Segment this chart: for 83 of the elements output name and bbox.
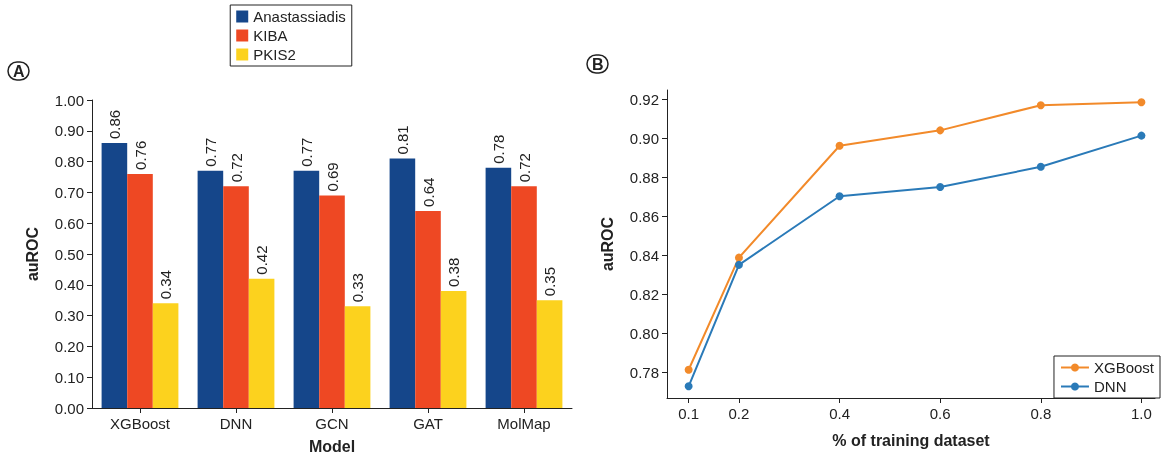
x-tick-label: DNN (219, 415, 253, 432)
y-tick-label: 0.10 (54, 368, 84, 386)
point (734, 253, 743, 262)
legend-label: XGBoost (1093, 359, 1155, 376)
point (684, 382, 693, 391)
bar (440, 290, 467, 408)
x-tick-label: 0.8 (1030, 405, 1052, 422)
point (936, 183, 945, 192)
y-tick-label: 0.70 (54, 183, 84, 201)
data-label: 0.38 (445, 257, 463, 287)
chart-title: A (13, 62, 25, 80)
data-label: 0.42 (253, 245, 271, 275)
x-tick-label: 0.4 (829, 405, 850, 422)
point (835, 192, 844, 201)
legend-label: PKIS2 (253, 46, 296, 63)
x-tick-label: 0.2 (728, 405, 750, 422)
data-label: 0.72 (227, 153, 245, 183)
bar (152, 303, 179, 408)
bar (197, 170, 224, 408)
point (936, 126, 945, 135)
bar (389, 158, 416, 408)
bar (101, 143, 128, 408)
data-label: 0.72 (515, 153, 533, 183)
x-tick-label: XGBoost (109, 415, 171, 432)
bar (344, 306, 371, 408)
data-label: 0.69 (323, 162, 341, 192)
y-tick-label: 0.60 (54, 214, 84, 232)
y-axis-title: auROC (598, 216, 616, 272)
x-tick-label: 0.1 (678, 405, 700, 422)
x-axis-title: % of training dataset (832, 431, 991, 449)
y-tick-label: 0.20 (54, 337, 84, 355)
point (734, 260, 743, 269)
bar (319, 195, 345, 408)
y-tick-label: 1.00 (54, 91, 84, 109)
y-tick-label: 0.30 (54, 307, 84, 325)
bar (536, 300, 563, 408)
point (1036, 162, 1045, 171)
data-label: 0.64 (419, 177, 437, 207)
x-axis-title: Model (308, 437, 356, 455)
data-label: 0.34 (157, 270, 175, 300)
data-label: 0.35 (541, 267, 559, 297)
y-tick-label: 0.40 (54, 276, 84, 294)
y-tick-label: 0.86 (629, 208, 659, 226)
bar (223, 186, 249, 408)
data-label: 0.33 (349, 273, 367, 303)
y-tick-label: 0.50 (54, 245, 84, 263)
legend-label: DNN (1093, 378, 1127, 395)
y-tick-label: 0.00 (54, 399, 84, 417)
bar (511, 186, 537, 408)
point (1036, 101, 1045, 110)
bar (293, 170, 320, 408)
y-tick-label: 0.82 (629, 286, 659, 304)
point (684, 365, 693, 374)
point (1137, 131, 1146, 140)
data-label: 0.76 (131, 140, 149, 170)
data-label: 0.78 (489, 134, 507, 164)
bar (485, 167, 512, 408)
x-tick-label: 0.6 (929, 405, 951, 422)
bar (127, 173, 153, 408)
y-tick-label: 0.84 (629, 247, 659, 265)
legend-label: Anastassiadis (253, 8, 346, 25)
data-label: 0.81 (393, 125, 411, 155)
chart-title: B (592, 55, 604, 73)
y-tick-label: 0.78 (629, 364, 659, 382)
data-label: 0.77 (201, 137, 219, 167)
point (835, 141, 844, 150)
x-tick-label: GCN (315, 415, 349, 432)
x-tick-label: 1.0 (1130, 405, 1152, 422)
point (1137, 98, 1146, 107)
bar (415, 210, 441, 408)
y-tick-label: 0.80 (54, 153, 84, 171)
legend-label: KIBA (253, 27, 288, 44)
bar (248, 278, 275, 408)
y-tick-label: 0.90 (54, 122, 84, 140)
y-tick-label: 0.90 (629, 130, 659, 148)
x-tick-label: MolMap (497, 415, 551, 432)
data-label: 0.77 (297, 137, 315, 167)
y-tick-label: 0.92 (629, 91, 659, 109)
y-tick-label: 0.88 (629, 169, 659, 187)
data-label: 0.86 (105, 109, 123, 140)
y-tick-label: 0.80 (629, 325, 659, 343)
y-axis-title: auROC (23, 226, 41, 282)
x-tick-label: GAT (413, 415, 443, 432)
